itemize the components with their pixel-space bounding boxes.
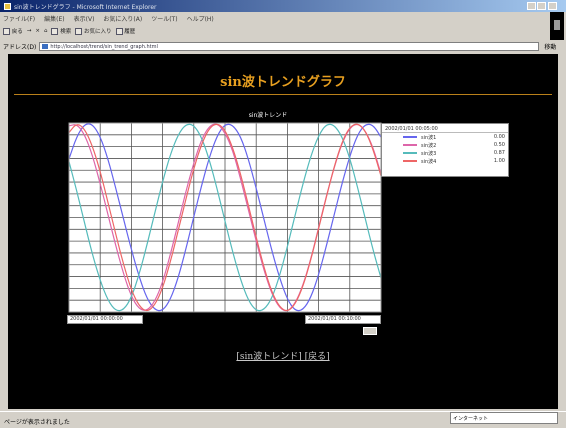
scroll-button[interactable]: [363, 327, 377, 335]
ie-icon: [4, 2, 11, 10]
legend-name: sin波4: [421, 158, 437, 165]
star-icon: [75, 27, 83, 35]
legend-item: sin波1 0.00: [382, 133, 508, 141]
chart-series: [68, 123, 382, 312]
series-line-4: [68, 123, 382, 312]
legend-swatch: [403, 152, 417, 154]
maximize-button[interactable]: [537, 2, 546, 10]
menu-tools[interactable]: ツール(T): [151, 15, 178, 23]
address-bar: アドレス(D) http://localhost/trend/sin_trend…: [0, 40, 566, 52]
start-time-label: 2002/01/01 00:00:00: [67, 315, 143, 324]
legend-swatch: [403, 160, 417, 162]
chart-title: sin波トレンド: [248, 112, 288, 119]
stop-button[interactable]: ×: [35, 28, 40, 34]
status-bar: ページが表示されました インターネット: [0, 411, 566, 428]
legend-swatch: [403, 136, 417, 138]
nav-links[interactable]: [sin波トレンド] [戻る]: [236, 352, 330, 362]
back-arrow-icon: [3, 27, 10, 35]
end-time-label: 2002/01/01 00:10:00: [305, 315, 381, 324]
go-button[interactable]: 移動: [544, 43, 557, 51]
legend-name: sin波3: [421, 150, 437, 157]
status-text: ページが表示されました: [4, 419, 70, 426]
history-button[interactable]: 履歴: [115, 27, 136, 36]
address-input[interactable]: http://localhost/trend/sin_trend_graph.h…: [39, 41, 540, 51]
legend-value: 0.87: [493, 150, 505, 156]
search-label: 検索: [60, 29, 72, 35]
page-title: sin波トレンドグラフ: [220, 75, 346, 90]
chart-legend: 2002/01/01 00:05:00 sin波1 0.00 sin波2 0.5…: [381, 123, 509, 177]
series-line-1: [68, 123, 382, 312]
security-zone: インターネット: [450, 412, 558, 424]
legend-swatch: [403, 144, 417, 146]
legend-value: 0.00: [493, 134, 505, 140]
address-label: アドレス(D): [3, 43, 37, 51]
search-icon: [51, 27, 59, 35]
forward-button[interactable]: →: [26, 28, 32, 34]
close-button[interactable]: [548, 2, 557, 10]
legend-item: sin波2 0.50: [382, 141, 508, 149]
back-label: 戻る: [11, 29, 23, 35]
minimize-button[interactable]: [527, 2, 536, 10]
series-line-3: [68, 123, 382, 312]
legend-value: 0.50: [493, 142, 505, 148]
trend-chart: [68, 122, 382, 313]
legend-name: sin波1: [421, 134, 437, 141]
windows-logo-icon: [550, 12, 564, 40]
back-button[interactable]: 戻る: [3, 27, 23, 36]
bottom-links[interactable]: [sin波トレンド] [戻る]: [8, 349, 558, 362]
page-content: sin波トレンドグラフ sin波トレンド 2002/01/01 00:05:00…: [8, 54, 558, 409]
menu-help[interactable]: ヘルプ(H): [186, 15, 214, 23]
legend-item: sin波3 0.87: [382, 149, 508, 157]
legend-value: 1.00: [493, 158, 505, 164]
search-button[interactable]: 検索: [51, 27, 71, 36]
menubar: ファイル(F) 編集(E) 表示(V) お気に入り(A) ツール(T) ヘルプ(…: [0, 13, 214, 23]
title-divider: [14, 94, 552, 95]
history-label: 履歴: [124, 29, 136, 35]
menu-favorites[interactable]: お気に入り(A): [103, 15, 143, 23]
plot-border: [68, 122, 382, 313]
menu-edit[interactable]: 編集(E): [44, 15, 65, 23]
favorites-button[interactable]: お気に入り: [75, 27, 112, 36]
favorites-label: お気に入り: [84, 29, 112, 35]
toolbar: 戻る → × ⌂ 検索 お気に入り 履歴: [0, 24, 135, 38]
menu-view[interactable]: 表示(V): [73, 15, 95, 23]
window-titlebar: sin波トレンドグラフ - Microsoft Internet Explore…: [0, 0, 566, 12]
legend-item: sin波4 1.00: [382, 157, 508, 165]
legend-title: 2002/01/01 00:05:00: [382, 124, 508, 133]
home-button[interactable]: ⌂: [43, 28, 48, 34]
legend-name: sin波2: [421, 142, 437, 149]
window-title: sin波トレンドグラフ - Microsoft Internet Explore…: [14, 3, 157, 11]
history-icon: [115, 27, 123, 35]
menu-file[interactable]: ファイル(F): [3, 15, 36, 23]
